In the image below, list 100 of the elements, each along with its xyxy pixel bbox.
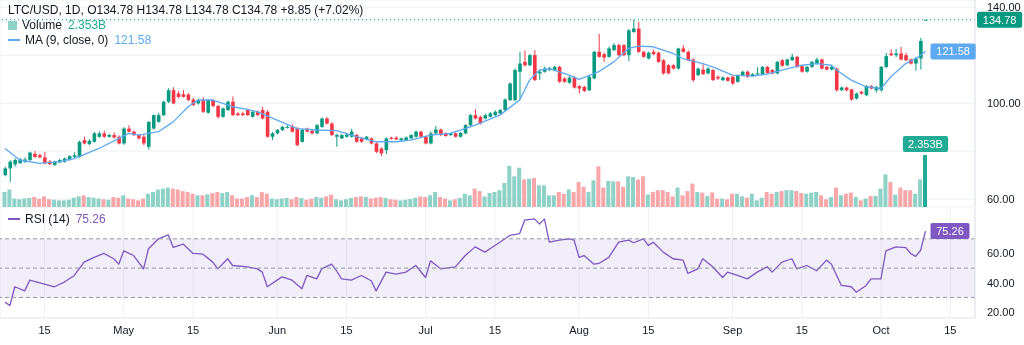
bar <box>378 197 383 207</box>
y-tick-label: 60.00 <box>987 247 1015 260</box>
data-label: 121.58 <box>936 45 970 58</box>
x-tick-label: 15 <box>795 323 808 336</box>
bar <box>477 191 482 207</box>
bar <box>784 190 789 207</box>
bar <box>888 182 893 207</box>
bar <box>447 200 452 207</box>
y-tick-label: 60.00 <box>987 192 1015 205</box>
bar <box>2 191 7 207</box>
bar <box>645 194 650 207</box>
x-tick-label: 15 <box>186 323 200 336</box>
bar <box>838 195 843 207</box>
bar <box>314 197 319 207</box>
candlestick <box>295 126 300 147</box>
bar <box>324 196 329 207</box>
candlestick <box>919 37 923 71</box>
bar <box>675 187 680 207</box>
x-tick-label: 15 <box>944 323 957 336</box>
bar <box>522 179 527 207</box>
x-tick-label: Jul <box>418 323 433 336</box>
bar <box>640 176 645 207</box>
bar <box>858 200 863 207</box>
data-label: 75.26 <box>936 225 964 238</box>
x-tick-label: May <box>113 323 135 336</box>
y-tick-label: 40.00 <box>987 276 1015 289</box>
bar <box>492 191 497 207</box>
bar <box>532 178 537 207</box>
bar <box>165 187 170 207</box>
bar <box>398 200 403 207</box>
bar <box>334 199 339 207</box>
candlestick <box>523 49 527 67</box>
bar <box>744 197 749 207</box>
candlestick <box>879 65 884 93</box>
x-tick-label: Oct <box>872 323 890 336</box>
bar <box>452 199 457 207</box>
bar <box>230 195 235 207</box>
bar <box>527 178 532 207</box>
bar <box>893 194 898 207</box>
bar <box>720 198 725 207</box>
bar <box>126 198 131 207</box>
bar <box>393 199 398 207</box>
candlestick <box>636 21 641 54</box>
bar <box>596 166 601 207</box>
candlestick <box>701 63 705 76</box>
bar <box>769 193 774 207</box>
data-label: 2.353B <box>908 138 943 151</box>
bar <box>299 197 304 207</box>
bar <box>923 155 928 207</box>
text: 2.353B <box>68 18 107 32</box>
bar <box>195 195 200 207</box>
bar <box>96 198 101 207</box>
x-tick-label: Sep <box>722 323 743 336</box>
bar <box>700 192 705 207</box>
bar <box>190 193 195 207</box>
bar <box>705 195 710 207</box>
x-tick-label: 15 <box>642 323 655 336</box>
bar <box>819 195 824 207</box>
bar <box>32 197 37 207</box>
candlestick <box>914 56 918 72</box>
bar <box>294 197 299 207</box>
ref-line-label: 134.78 <box>982 13 1017 26</box>
bar <box>616 181 621 207</box>
bar <box>220 193 225 207</box>
bar <box>680 195 685 207</box>
bar <box>487 193 492 207</box>
bar <box>670 196 675 207</box>
bar <box>779 191 784 207</box>
candlestick <box>127 124 131 133</box>
bar <box>106 199 111 207</box>
text: 75.26 <box>75 212 106 226</box>
bar <box>561 193 566 207</box>
bar <box>81 195 86 207</box>
bar <box>200 195 205 207</box>
bar <box>606 180 611 207</box>
bar <box>388 199 393 207</box>
bar <box>898 187 903 207</box>
bar <box>853 197 858 207</box>
bar <box>358 196 363 207</box>
legend-label: RSI (14) <box>25 212 70 227</box>
x-tick-label: Aug <box>569 323 589 336</box>
bar <box>249 195 254 207</box>
bar <box>111 197 116 207</box>
x-tick-label: Jun <box>268 323 287 336</box>
candlestick <box>8 159 13 183</box>
bar <box>848 192 853 207</box>
bar <box>863 198 868 207</box>
bar <box>121 195 126 207</box>
legend-label: Volume <box>22 18 63 33</box>
bar <box>304 199 309 207</box>
bar <box>210 193 215 207</box>
text: 121.58 <box>114 32 152 47</box>
x-tick-label: 15 <box>38 323 51 336</box>
x-tick-label: 15 <box>488 323 502 336</box>
bar <box>739 196 744 207</box>
chart-title: LTC/USD, 1D, O134.78 H134.78 L134.78 C134.78 +8.85 (+7.02%) <box>8 3 364 17</box>
bar <box>833 187 838 207</box>
bar <box>101 199 106 207</box>
bar <box>442 198 447 207</box>
legend-label: MA (9, close, 0) <box>25 32 109 47</box>
